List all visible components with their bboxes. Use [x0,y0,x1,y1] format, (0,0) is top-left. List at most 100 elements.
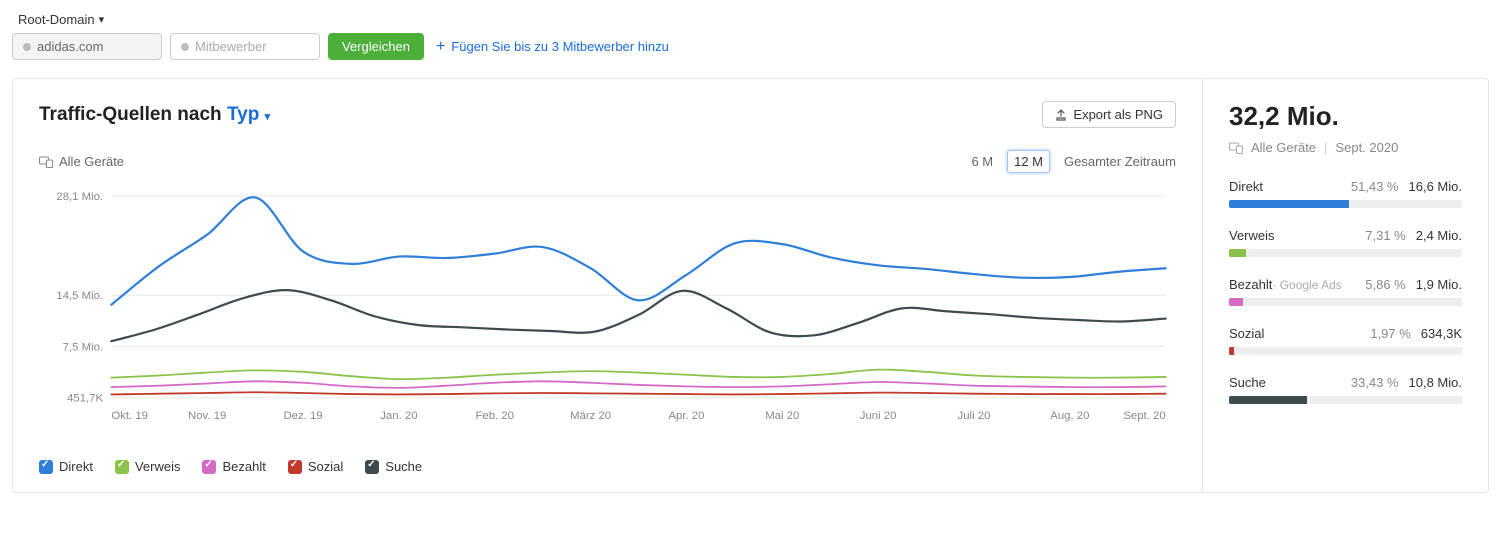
stat-pct: 7,31 % [1365,228,1405,243]
stat-bar [1229,298,1462,306]
stat-label: Suche [1229,375,1266,390]
legend-sozial-label: Sozial [308,459,343,474]
svg-text:Apr. 20: Apr. 20 [668,410,704,422]
checkbox-icon [365,460,379,474]
chart-legend: Direkt Verweis Bezahlt Sozial Suche [39,459,1176,474]
time-range-6m[interactable]: 6 M [971,154,993,169]
legend-bezahlt-label: Bezahlt [222,459,265,474]
svg-text:7,5 Mio.: 7,5 Mio. [63,341,103,353]
svg-text:451,7K: 451,7K [67,393,104,405]
stat-val: 634,3K [1421,326,1462,341]
panel-title-dropdown[interactable]: Typ ▾ [227,104,270,125]
stat-bar [1229,249,1462,257]
total-traffic: 32,2 Mio. [1229,101,1462,132]
svg-text:Dez. 19: Dez. 19 [283,410,322,422]
checkbox-icon [288,460,302,474]
domain-input[interactable]: adidas.com [12,33,162,60]
stat-sub: · Google Ads [1272,278,1341,292]
panel-title-link-text: Typ [227,104,259,125]
stat-val: 2,4 Mio. [1416,228,1462,243]
stat-bar-fill [1229,200,1349,208]
svg-text:Feb. 20: Feb. 20 [475,410,514,422]
controls-row: adidas.com Mitbewerber Vergleichen + Füg… [12,33,1489,60]
stat-val: 10,8 Mio. [1409,375,1462,390]
stat-sozial[interactable]: Sozial 1,97 % 634,3K [1229,326,1462,355]
legend-verweis[interactable]: Verweis [115,459,181,474]
stat-bar-fill [1229,396,1307,404]
stat-bar-fill [1229,347,1234,355]
separator: | [1324,140,1327,155]
svg-text:Aug. 20: Aug. 20 [1050,410,1089,422]
stat-label: Direkt [1229,179,1263,194]
stat-label: Verweis [1229,228,1275,243]
stat-bar [1229,200,1462,208]
devices-label: Alle Geräte [59,154,124,169]
checkbox-icon [202,460,216,474]
devices-filter[interactable]: Alle Geräte [39,154,124,169]
panel-main: Traffic-Quellen nach Typ ▾ Export als PN… [13,79,1203,492]
svg-text:14,5 Mio.: 14,5 Mio. [56,290,103,302]
competitor-placeholder: Mitbewerber [195,39,267,54]
chevron-down-icon: ▾ [99,13,105,26]
stat-bar [1229,347,1462,355]
panel-side: 32,2 Mio. Alle Geräte | Sept. 2020 Direk… [1203,79,1488,492]
export-png-button[interactable]: Export als PNG [1042,101,1176,128]
chevron-down-icon: ▾ [265,111,271,123]
stat-verweis[interactable]: Verweis 7,31 % 2,4 Mio. [1229,228,1462,257]
stat-pct: 5,86 % [1365,277,1405,292]
domain-scope-selector[interactable]: Root-Domain ▾ [12,12,104,27]
stat-label: Sozial [1229,326,1264,341]
checkbox-icon [39,460,53,474]
add-competitor-link[interactable]: + Fügen Sie bis zu 3 Mitbewerber hinzu [436,38,669,56]
export-label: Export als PNG [1073,107,1163,122]
time-range-12m[interactable]: 12 M [1007,150,1050,173]
legend-suche-label: Suche [385,459,422,474]
svg-text:März 20: März 20 [570,410,611,422]
legend-bezahlt[interactable]: Bezahlt [202,459,265,474]
stat-direkt[interactable]: Direkt 51,43 % 16,6 Mio. [1229,179,1462,208]
stat-pct: 33,43 % [1351,375,1399,390]
time-range-picker: 6 M 12 M Gesamter Zeitraum [971,150,1176,173]
stat-bar [1229,396,1462,404]
devices-icon [1229,142,1243,154]
stat-val: 16,6 Mio. [1409,179,1462,194]
panel-title-prefix: Traffic-Quellen nach [39,104,222,125]
competitor-dot-icon [181,43,189,51]
svg-text:Jan. 20: Jan. 20 [380,410,417,422]
stat-pct: 1,97 % [1370,326,1410,341]
plus-icon: + [436,38,445,56]
side-date: Sept. 2020 [1335,140,1398,155]
stat-bar-fill [1229,298,1243,306]
competitor-input[interactable]: Mitbewerber [170,33,320,60]
legend-direkt[interactable]: Direkt [39,459,93,474]
add-competitor-label: Fügen Sie bis zu 3 Mitbewerber hinzu [451,39,669,54]
checkbox-icon [115,460,129,474]
stat-pct: 51,43 % [1351,179,1399,194]
legend-direkt-label: Direkt [59,459,93,474]
legend-sozial[interactable]: Sozial [288,459,343,474]
domain-input-value: adidas.com [37,39,103,54]
stat-bezahlt[interactable]: Bezahlt · Google Ads5,86 %1,9 Mio. [1229,277,1462,306]
legend-suche[interactable]: Suche [365,459,422,474]
stat-suche[interactable]: Suche 33,43 % 10,8 Mio. [1229,375,1462,404]
domain-dot-icon [23,43,31,51]
panel-title: Traffic-Quellen nach Typ ▾ [39,104,270,126]
stat-bar-fill [1229,249,1246,257]
time-range-all[interactable]: Gesamter Zeitraum [1064,154,1176,169]
compare-button[interactable]: Vergleichen [328,33,424,60]
export-icon [1055,109,1067,121]
svg-text:28,1 Mio.: 28,1 Mio. [56,191,103,203]
legend-verweis-label: Verweis [135,459,181,474]
svg-text:Okt. 19: Okt. 19 [111,410,148,422]
svg-text:Sept. 20: Sept. 20 [1123,410,1165,422]
svg-text:Juni 20: Juni 20 [860,410,897,422]
domain-scope-label: Root-Domain [18,12,95,27]
svg-text:Mai 20: Mai 20 [765,410,799,422]
svg-text:Juli 20: Juli 20 [958,410,991,422]
stat-val: 1,9 Mio. [1416,277,1462,292]
devices-icon [39,156,53,168]
side-devices: Alle Geräte [1251,140,1316,155]
traffic-sources-panel: Traffic-Quellen nach Typ ▾ Export als PN… [12,78,1489,493]
svg-text:Nov. 19: Nov. 19 [188,410,226,422]
traffic-chart: 28,1 Mio. 14,5 Mio. 7,5 Mio. 451,7K Okt. 19 N… [39,191,1176,441]
